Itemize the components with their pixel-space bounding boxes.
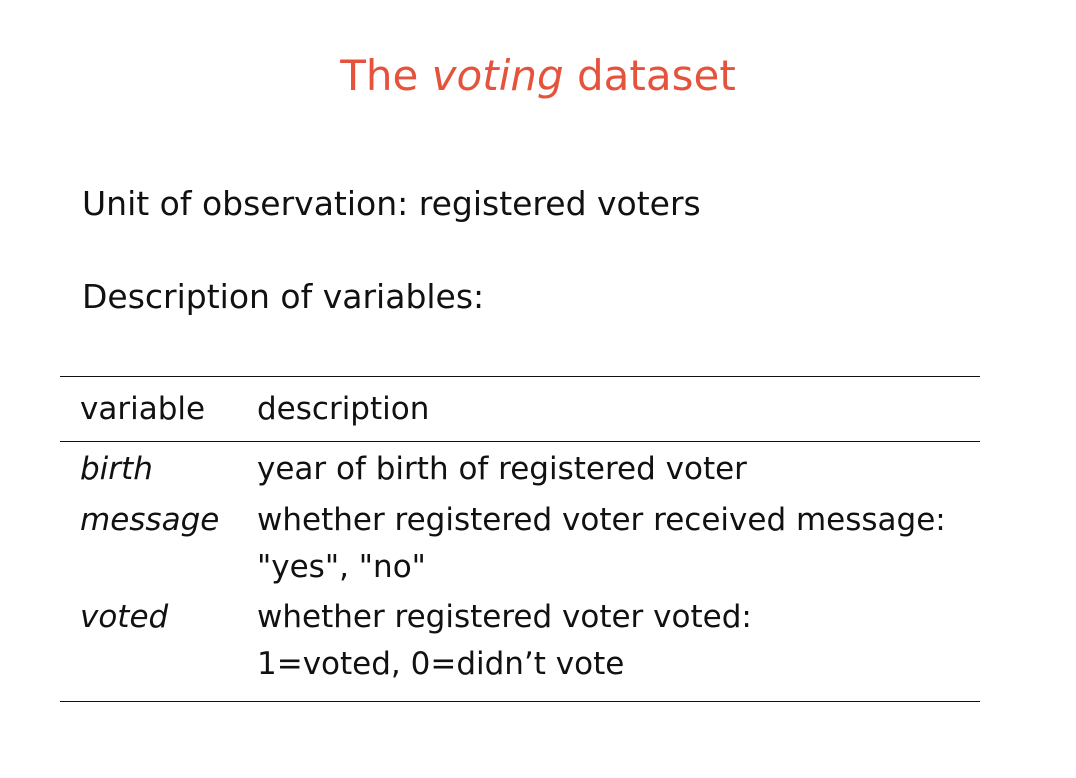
title-prefix: The bbox=[340, 51, 419, 100]
table-row-description-continued: 1=voted, 0=didn’t vote bbox=[257, 646, 625, 682]
table-row-description: whether registered voter received messag… bbox=[257, 502, 946, 538]
unit-of-observation: Unit of observation: registered voters bbox=[82, 184, 701, 223]
table-row-description-continued: "yes", "no" bbox=[257, 549, 426, 585]
table-row-description: year of birth of registered voter bbox=[257, 451, 747, 487]
table-row-variable: birth bbox=[80, 451, 153, 487]
table-top-rule bbox=[60, 376, 980, 377]
description-heading: Description of variables: bbox=[82, 277, 485, 316]
slide-title: The voting dataset bbox=[0, 48, 1076, 104]
table-row-description: whether registered voter voted: bbox=[257, 599, 752, 635]
table-header-variable: variable bbox=[80, 391, 206, 427]
table-bottom-rule bbox=[60, 701, 980, 702]
table-header-description: description bbox=[257, 391, 430, 427]
title-italic-word: voting bbox=[431, 51, 564, 100]
table-row-variable: voted bbox=[80, 599, 169, 635]
table-row-variable: message bbox=[80, 502, 220, 538]
title-suffix: dataset bbox=[577, 51, 736, 100]
table-header-rule bbox=[60, 441, 980, 442]
